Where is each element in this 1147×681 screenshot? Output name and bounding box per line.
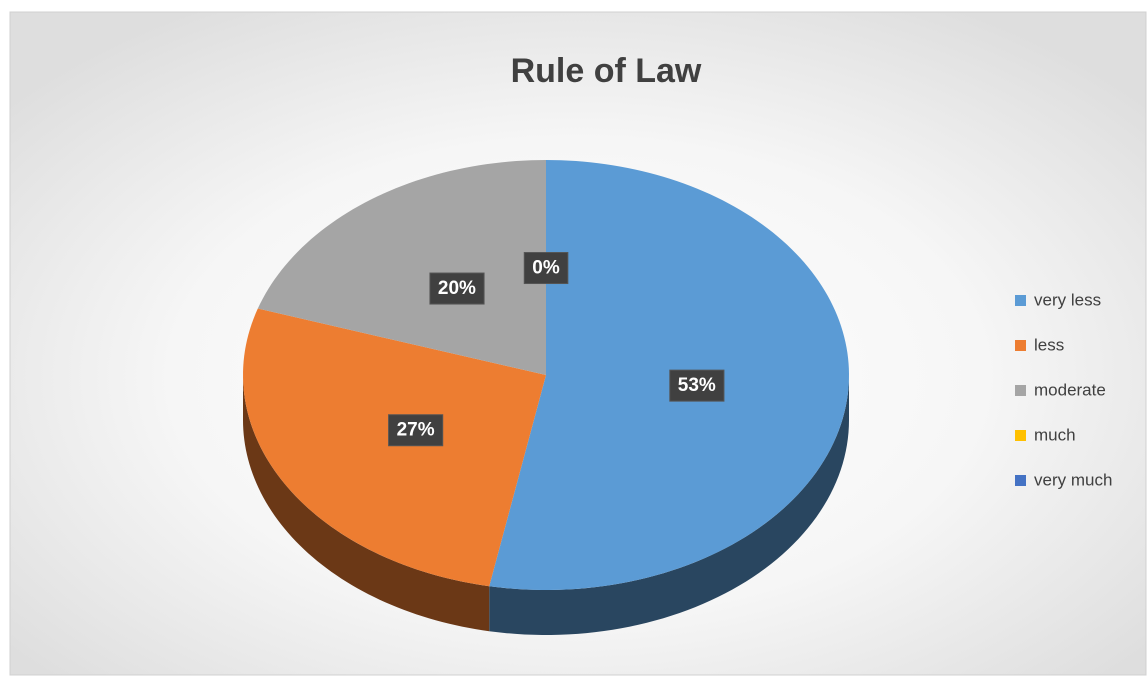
data-label-box	[523, 252, 569, 285]
legend-swatch	[1015, 340, 1026, 351]
data-label: 27%	[397, 420, 435, 441]
chart-title: Rule of Law	[511, 52, 702, 90]
legend-swatch	[1015, 295, 1026, 306]
legend-label: very less	[1034, 290, 1101, 309]
data-label-box	[388, 414, 444, 447]
pie-slice	[489, 160, 849, 590]
data-label-box	[669, 369, 725, 402]
data-label: 53%	[678, 375, 716, 396]
data-label: 20%	[438, 278, 476, 299]
pie-side	[243, 375, 490, 632]
pie-tops	[243, 160, 849, 590]
pie-slice	[243, 308, 546, 587]
legend-swatch	[1015, 475, 1026, 486]
data-label-box	[429, 272, 485, 305]
pie-slice	[257, 160, 546, 375]
pie-sides	[243, 375, 849, 635]
data-labels: 53% 27% 20% 0%	[388, 252, 725, 447]
pie	[243, 160, 849, 635]
legend: very less less moderate much very much	[1015, 290, 1112, 489]
pie-side	[489, 375, 849, 635]
legend-label: less	[1034, 335, 1064, 354]
data-label: 0%	[532, 258, 560, 279]
legend-label: very much	[1034, 470, 1112, 489]
legend-swatch	[1015, 430, 1026, 441]
legend-label: moderate	[1034, 380, 1106, 399]
legend-swatch	[1015, 385, 1026, 396]
legend-label: much	[1034, 425, 1076, 444]
